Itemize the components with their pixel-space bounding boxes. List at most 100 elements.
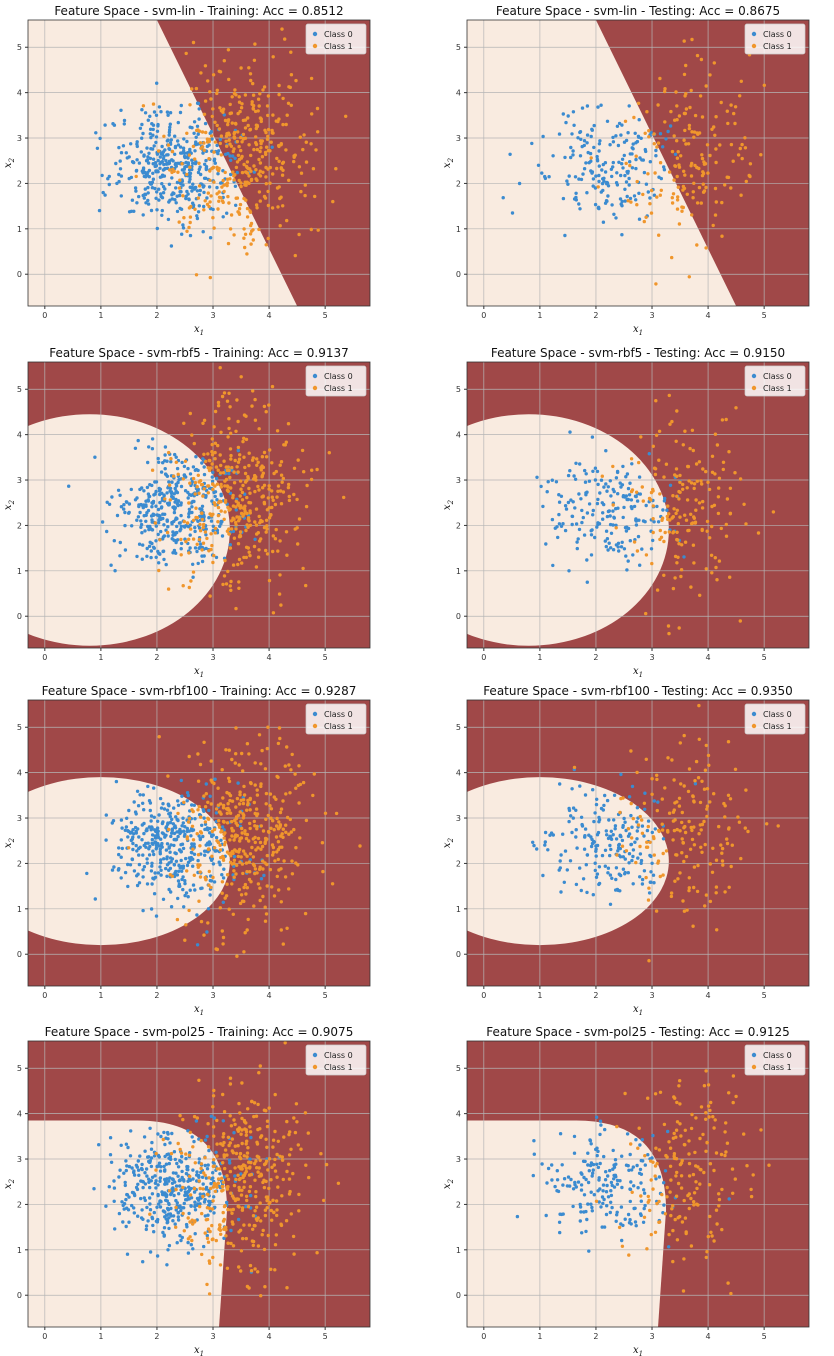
point-class-0 bbox=[162, 857, 166, 861]
point-class-1 bbox=[657, 458, 661, 462]
point-class-1 bbox=[267, 506, 271, 510]
point-class-0 bbox=[167, 200, 171, 204]
point-class-1 bbox=[670, 196, 674, 200]
point-class-1 bbox=[252, 1114, 256, 1119]
point-class-0 bbox=[228, 543, 232, 547]
point-class-1 bbox=[281, 799, 285, 803]
point-class-1 bbox=[183, 938, 187, 942]
point-class-0 bbox=[605, 798, 610, 803]
point-class-1 bbox=[243, 931, 247, 935]
point-class-1 bbox=[231, 149, 235, 154]
point-class-1 bbox=[233, 761, 237, 765]
point-class-1 bbox=[247, 66, 251, 70]
point-class-1 bbox=[254, 1159, 258, 1163]
point-class-1 bbox=[734, 406, 738, 410]
point-class-0 bbox=[152, 852, 156, 857]
point-class-1 bbox=[241, 483, 245, 488]
point-class-1 bbox=[245, 1198, 249, 1203]
point-class-1 bbox=[651, 835, 656, 839]
point-class-1 bbox=[241, 132, 246, 137]
point-class-0 bbox=[157, 489, 162, 493]
point-class-0 bbox=[147, 847, 151, 851]
point-class-1 bbox=[233, 1122, 237, 1127]
point-class-0 bbox=[181, 146, 186, 150]
point-class-1 bbox=[665, 514, 669, 519]
point-class-0 bbox=[154, 555, 158, 559]
point-class-1 bbox=[687, 767, 692, 771]
point-class-0 bbox=[119, 194, 124, 198]
point-class-1 bbox=[141, 104, 146, 108]
point-class-1 bbox=[685, 192, 689, 196]
point-class-1 bbox=[704, 743, 708, 748]
y-axis-label-sub: 2 bbox=[8, 1178, 16, 1184]
point-class-1 bbox=[239, 1156, 243, 1161]
point-class-0 bbox=[662, 165, 666, 169]
point-class-1 bbox=[162, 134, 166, 138]
point-class-0 bbox=[596, 1165, 601, 1170]
point-class-0 bbox=[234, 508, 238, 512]
point-class-0 bbox=[557, 512, 561, 517]
point-class-0 bbox=[139, 522, 144, 527]
point-class-0 bbox=[156, 170, 160, 174]
point-class-0 bbox=[206, 1213, 210, 1217]
point-class-1 bbox=[169, 457, 173, 461]
point-class-1 bbox=[293, 253, 297, 258]
point-class-0 bbox=[602, 1197, 606, 1202]
point-class-1 bbox=[685, 498, 690, 502]
point-class-1 bbox=[243, 118, 248, 122]
point-class-1 bbox=[279, 1222, 283, 1226]
region-class-0-group bbox=[28, 414, 230, 646]
point-class-1 bbox=[312, 772, 316, 776]
point-class-0 bbox=[186, 192, 190, 196]
point-class-0 bbox=[147, 1159, 151, 1164]
point-class-0 bbox=[187, 507, 192, 511]
point-class-1 bbox=[262, 1162, 267, 1167]
point-class-0 bbox=[176, 161, 180, 165]
point-class-1 bbox=[238, 202, 243, 207]
point-class-1 bbox=[288, 817, 292, 822]
point-class-0 bbox=[154, 164, 159, 168]
point-class-1 bbox=[246, 1205, 251, 1209]
point-class-1 bbox=[225, 399, 230, 403]
point-class-0 bbox=[575, 546, 579, 551]
point-class-1 bbox=[714, 891, 718, 895]
point-class-1 bbox=[251, 477, 256, 481]
point-class-1 bbox=[264, 802, 268, 806]
point-class-1 bbox=[244, 170, 248, 174]
point-class-1 bbox=[682, 733, 686, 738]
point-class-1 bbox=[178, 178, 182, 182]
point-class-1 bbox=[284, 148, 288, 152]
point-class-0 bbox=[162, 1226, 167, 1230]
point-class-0 bbox=[173, 1222, 177, 1226]
point-class-0 bbox=[169, 460, 173, 464]
point-class-1 bbox=[264, 175, 268, 179]
point-class-0 bbox=[153, 480, 157, 484]
point-class-1 bbox=[205, 1206, 210, 1210]
x-tick-label: 5 bbox=[323, 653, 328, 662]
point-class-1 bbox=[248, 1125, 252, 1129]
point-class-1 bbox=[294, 846, 298, 850]
y-tick-label: 3 bbox=[456, 814, 461, 823]
point-class-1 bbox=[243, 882, 248, 887]
point-class-0 bbox=[141, 868, 145, 872]
point-class-1 bbox=[287, 482, 291, 487]
point-class-0 bbox=[143, 1171, 147, 1175]
point-class-1 bbox=[680, 837, 684, 841]
y-tick-label: 0 bbox=[456, 950, 461, 959]
point-class-1 bbox=[279, 502, 284, 506]
point-class-0 bbox=[145, 485, 150, 490]
point-class-1 bbox=[230, 799, 235, 803]
point-class-1 bbox=[675, 409, 679, 413]
point-class-1 bbox=[209, 778, 213, 782]
point-class-1 bbox=[656, 861, 660, 865]
point-class-0 bbox=[129, 820, 134, 825]
point-class-0 bbox=[619, 545, 624, 549]
point-class-1 bbox=[206, 79, 210, 83]
point-class-0 bbox=[631, 147, 635, 151]
x-tick-label: 4 bbox=[706, 653, 711, 662]
point-class-1 bbox=[281, 204, 285, 208]
point-class-0 bbox=[141, 908, 145, 913]
point-class-1 bbox=[228, 227, 233, 231]
point-class-0 bbox=[203, 1163, 207, 1168]
point-class-1 bbox=[165, 530, 170, 535]
